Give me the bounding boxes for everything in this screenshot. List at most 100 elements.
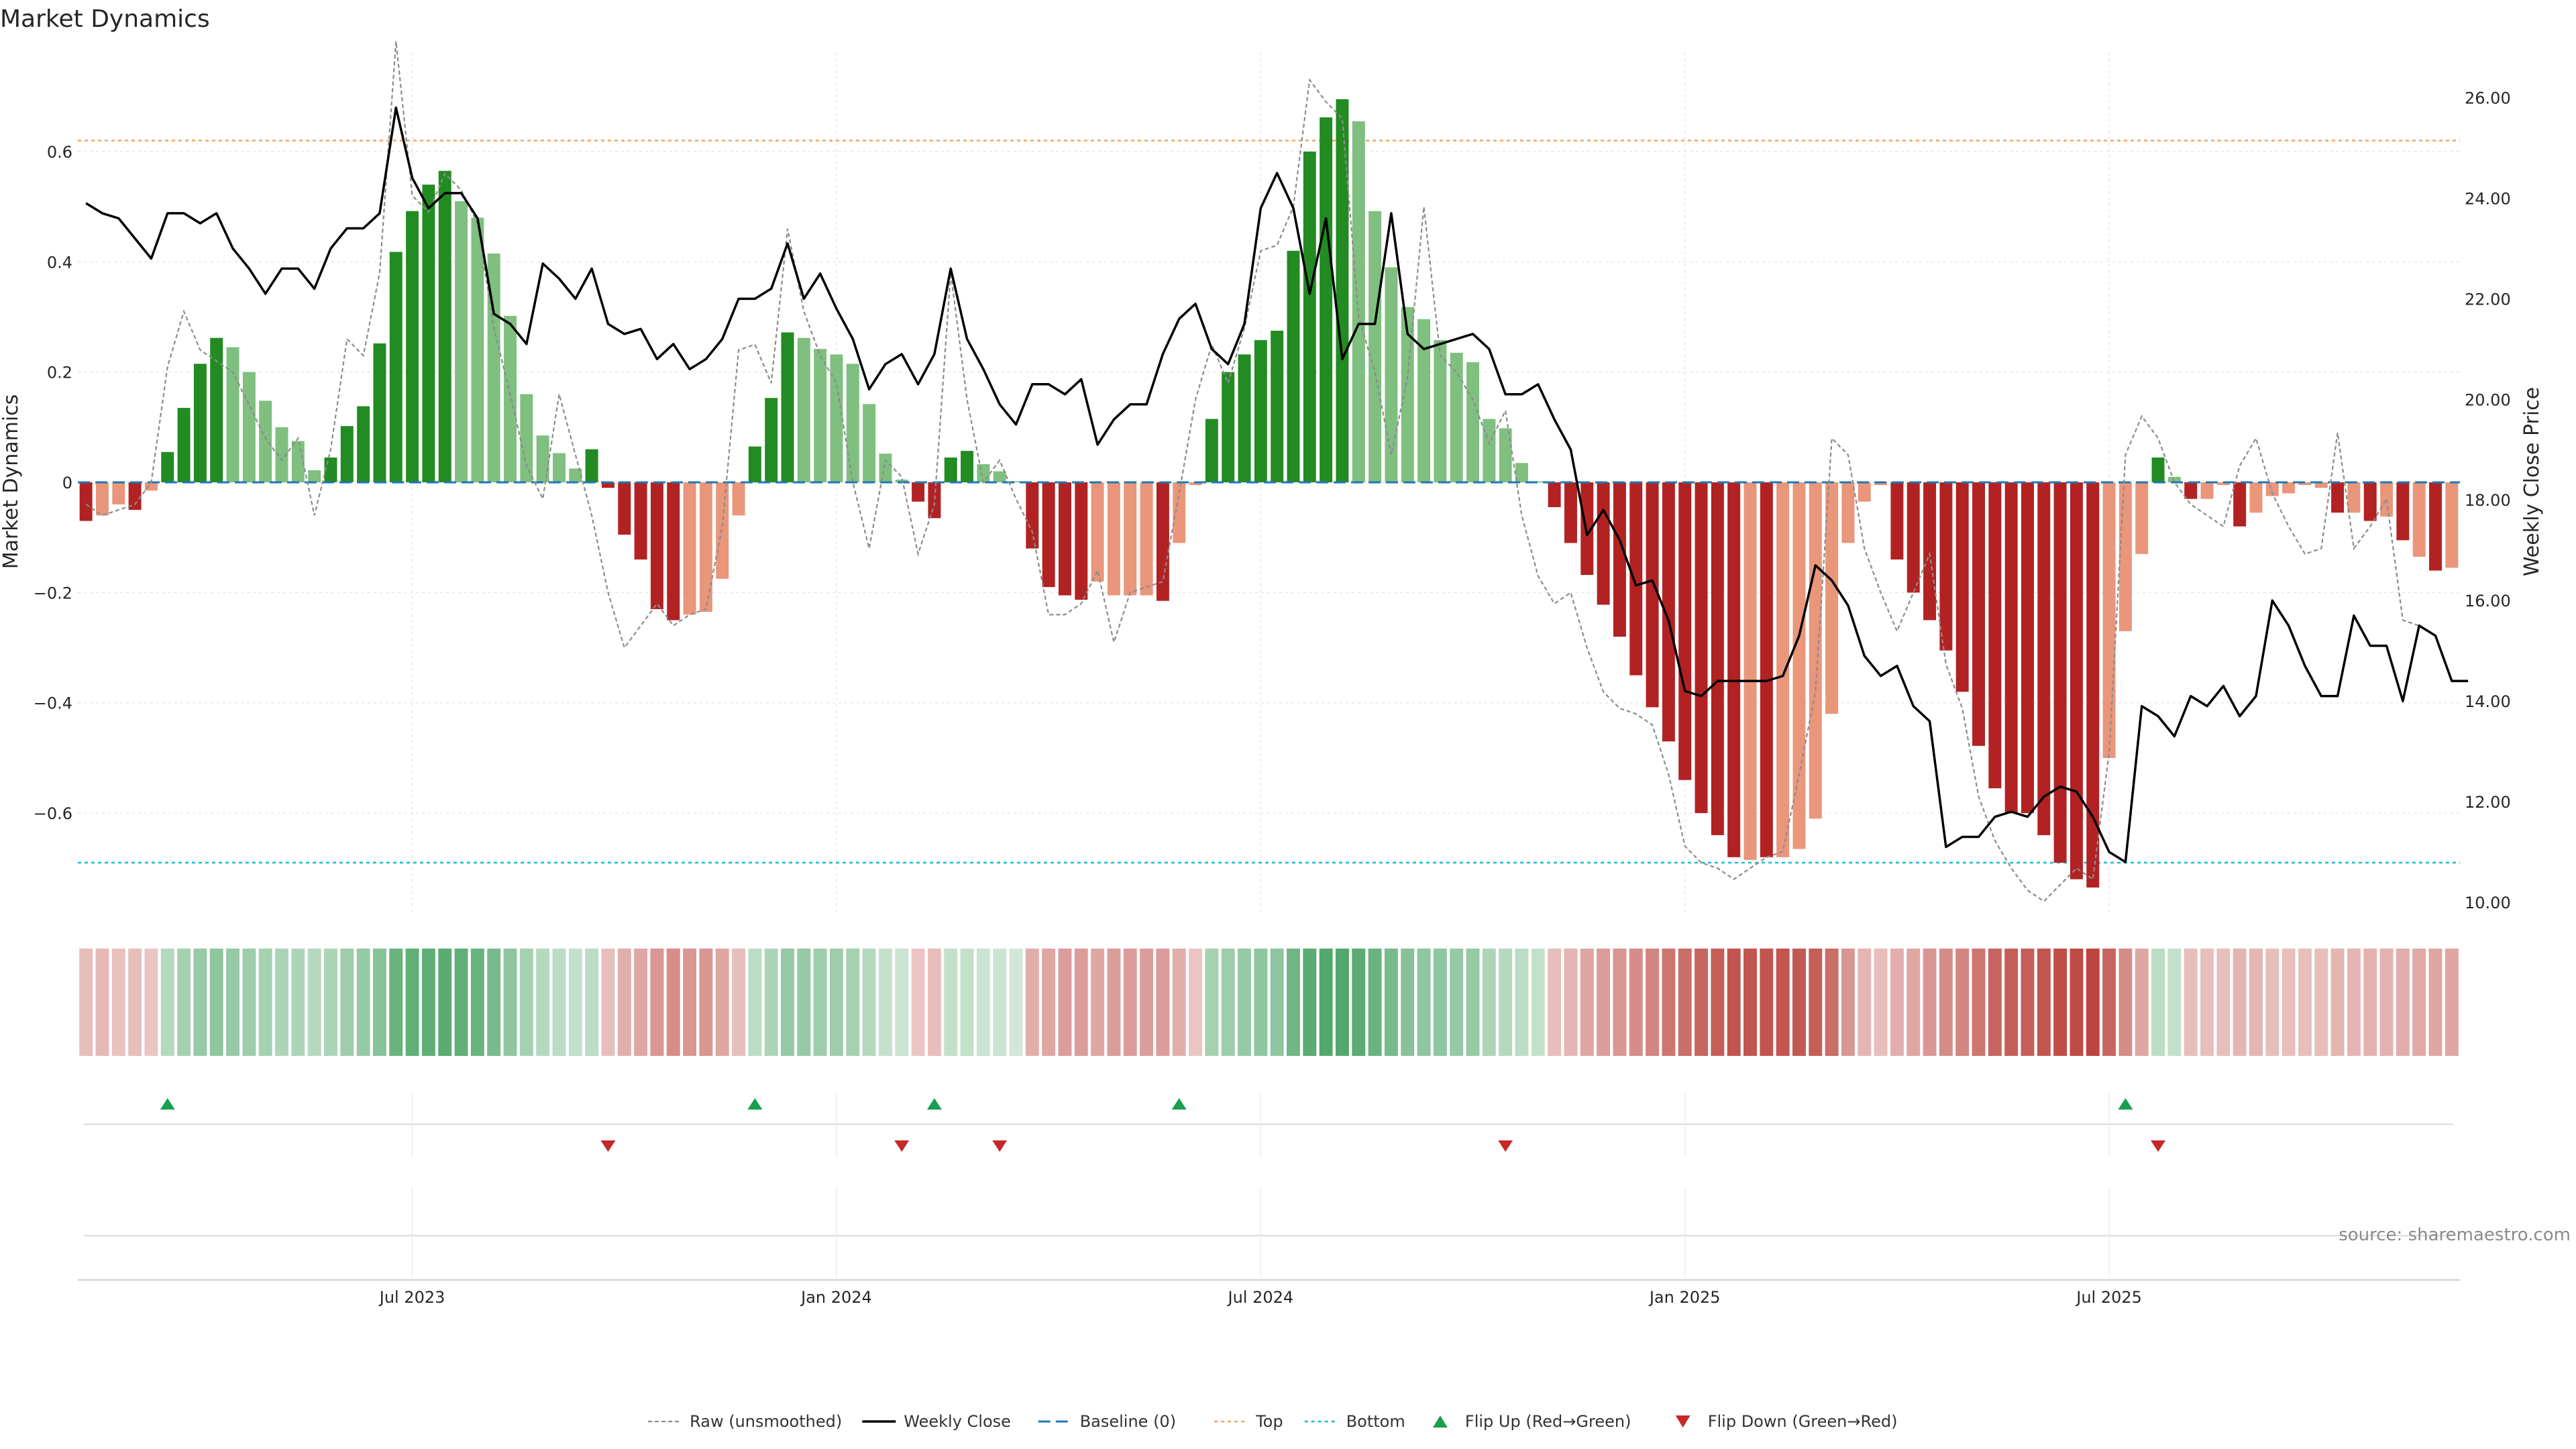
heat-cell [1058, 949, 1072, 1056]
histogram-bar [928, 482, 941, 519]
heat-cell [1287, 949, 1300, 1056]
histogram-bar [1042, 482, 1055, 588]
histogram-bar [308, 470, 321, 482]
heat-cell [2412, 949, 2426, 1056]
histogram-bar [226, 347, 239, 482]
heat-cell [258, 949, 272, 1056]
histogram-bar [161, 451, 174, 482]
heat-cell [193, 949, 207, 1056]
raw-series [85, 41, 2420, 902]
heat-cell [1335, 949, 1349, 1056]
heat-cell [1205, 949, 1219, 1056]
heat-cell [846, 949, 860, 1056]
histogram-bar [1515, 463, 1528, 482]
histogram-bar [1825, 482, 1839, 714]
heat-cell [1303, 949, 1317, 1056]
heat-cell [666, 949, 680, 1056]
histogram-bar [1483, 419, 1496, 482]
histogram-bar [1368, 211, 1382, 482]
histogram-bar [683, 482, 696, 615]
weekly-close-line [85, 106, 2469, 863]
histogram-bar [1939, 482, 1953, 651]
heat-cell [2445, 949, 2459, 1056]
heat-cell [1221, 949, 1235, 1056]
histogram-bar [1907, 482, 1920, 593]
histogram-bar [797, 337, 810, 482]
flip-down-marker [600, 1140, 616, 1152]
histogram-bar [1336, 99, 1349, 483]
histogram-bar [389, 252, 402, 482]
histogram-bar [193, 364, 207, 482]
histogram-bar [1972, 482, 1985, 746]
histogram-bar [748, 446, 761, 482]
heat-cell [895, 949, 909, 1056]
heat-cell [2037, 949, 2051, 1056]
heat-cell [95, 949, 109, 1056]
heat-cell [1792, 949, 1806, 1056]
heat-cell [1384, 949, 1398, 1056]
heat-cell [356, 949, 370, 1056]
heat-cell [470, 949, 484, 1056]
heat-cell [1613, 949, 1627, 1056]
regime-heat-strip [79, 949, 2459, 1056]
heat-cell [2053, 949, 2068, 1056]
heat-cell [2086, 949, 2100, 1056]
flip-up-marker [747, 1098, 763, 1110]
heat-cell [1123, 949, 1137, 1056]
histogram-bar [2249, 482, 2263, 513]
heat-cell [1988, 949, 2002, 1056]
legend-label: Top [1255, 1412, 1283, 1431]
y2-tick-label: 16.00 [2465, 592, 2511, 610]
heat-cell [1678, 949, 1692, 1056]
heat-cell [829, 949, 843, 1056]
histogram-bar [242, 372, 256, 482]
heat-cell [764, 949, 778, 1056]
legend-swatch [1432, 1415, 1448, 1428]
histogram-bar [340, 426, 354, 482]
heat-cell [307, 949, 321, 1056]
heat-cell [1727, 949, 1741, 1056]
x-tick-label: Jul 2024 [1227, 1288, 1294, 1307]
chart-title: Market Dynamics [0, 5, 210, 33]
heat-cell [601, 949, 615, 1056]
heat-cell [568, 949, 582, 1056]
heat-cell [2249, 949, 2263, 1056]
histogram-bar [1352, 121, 1365, 482]
heat-cell [2233, 949, 2247, 1056]
heat-cell [1695, 949, 1709, 1056]
histogram-bar [1809, 482, 1822, 819]
bottom-panel [78, 1187, 2460, 1281]
heat-cell [536, 949, 550, 1056]
raw-line [85, 41, 2420, 902]
histogram-bar [1874, 482, 1888, 486]
legend-label: Bottom [1346, 1412, 1405, 1431]
histogram-bar [1222, 372, 1235, 482]
heat-cell [2379, 949, 2394, 1056]
histogram-bar [1629, 482, 1643, 676]
heat-cell [1580, 949, 1594, 1056]
heat-cell [2151, 949, 2165, 1056]
histogram-bar [2347, 482, 2361, 513]
flip-up-marker [2118, 1098, 2133, 1110]
histogram-bar [879, 453, 892, 482]
histogram-bar [275, 427, 288, 482]
heat-cell [405, 949, 419, 1056]
histogram-bar [863, 404, 876, 482]
heat-cell [1254, 949, 1268, 1056]
heat-cell [340, 949, 354, 1056]
heat-cell [617, 949, 631, 1056]
heat-cell [1841, 949, 1855, 1056]
histogram-bar [732, 482, 745, 516]
histogram-bar [895, 479, 908, 482]
histogram-bar [2070, 482, 2083, 879]
heat-cell [1368, 949, 1382, 1056]
heat-cell [911, 949, 925, 1056]
histogram-bar [2265, 482, 2279, 496]
histogram-bar [2118, 482, 2132, 631]
histogram-bar [1841, 482, 1855, 543]
histogram-bar [1858, 482, 1871, 502]
heat-cell [699, 949, 713, 1056]
histogram-bar [210, 337, 223, 482]
histogram-bar [1532, 481, 1545, 482]
heat-cell [144, 949, 158, 1056]
